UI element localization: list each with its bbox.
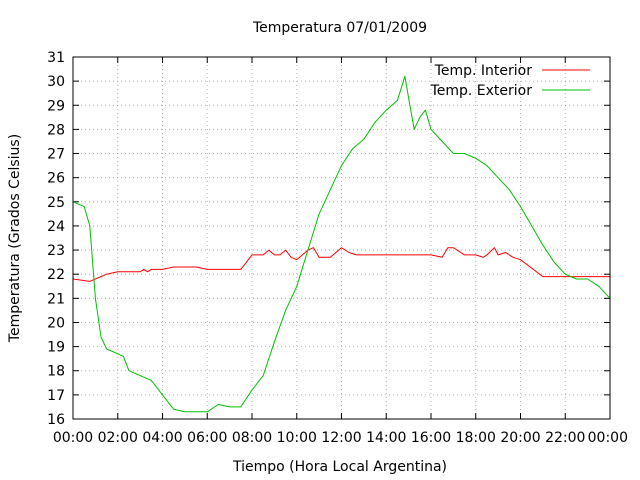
- legend: Temp. Interior Temp. Exterior: [430, 63, 590, 99]
- x-tick-label: 14:00: [366, 430, 406, 446]
- legend-label: Temp. Interior: [434, 63, 533, 79]
- x-tick-label: 10:00: [277, 430, 317, 446]
- plot-frame: [72, 56, 611, 420]
- y-tick-label: 17: [47, 388, 65, 404]
- series-line-exterior: [72, 75, 611, 413]
- x-tick-label: 02:00: [98, 430, 138, 446]
- y-tick-label: 29: [47, 98, 65, 114]
- y-tick-label: 26: [47, 171, 65, 187]
- chart-title: Temperatura 07/01/2009: [252, 20, 427, 36]
- y-tick-label: 20: [47, 315, 65, 331]
- series-layer: [72, 75, 611, 413]
- y-tick-label: 19: [47, 340, 65, 356]
- series-line-interior: [72, 247, 610, 282]
- x-tick-label: 00:00: [588, 430, 628, 446]
- y-tick-label: 27: [47, 147, 65, 163]
- y-tick-label: 16: [47, 412, 65, 428]
- x-tick-label: 20:00: [500, 430, 540, 446]
- x-axis-ticks: 00:00 02:00 04:00 06:00 08:00 10:00 12:00 14:00…: [53, 57, 628, 446]
- legend-label: Temp. Exterior: [430, 83, 533, 99]
- y-tick-label: 21: [47, 291, 65, 307]
- grid: [73, 57, 610, 419]
- x-tick-label: 22:00: [545, 430, 585, 446]
- x-tick-label: 08:00: [232, 430, 272, 446]
- x-tick-label: 18:00: [456, 430, 496, 446]
- x-tick-label: 00:00: [53, 430, 93, 446]
- y-tick-label: 30: [47, 74, 65, 90]
- x-tick-label: 06:00: [187, 430, 227, 446]
- y-axis-ticks: 16 17 18 19 20 21 22 23 24 25 26 27 28 29 30 31: [47, 50, 610, 428]
- y-tick-label: 25: [47, 195, 65, 211]
- y-tick-label: 22: [47, 267, 65, 283]
- y-tick-label: 24: [47, 219, 65, 235]
- y-axis-label: Temperatura (Grados Celsius): [7, 134, 23, 343]
- y-tick-label: 18: [47, 364, 65, 380]
- x-tick-label: 04:00: [142, 430, 182, 446]
- y-tick-label: 31: [47, 50, 65, 66]
- y-tick-label: 28: [47, 122, 65, 138]
- y-tick-label: 23: [47, 243, 65, 259]
- x-tick-label: 12:00: [321, 430, 361, 446]
- x-axis-label: Tiempo (Hora Local Argentina): [232, 459, 447, 475]
- x-tick-label: 16:00: [411, 430, 451, 446]
